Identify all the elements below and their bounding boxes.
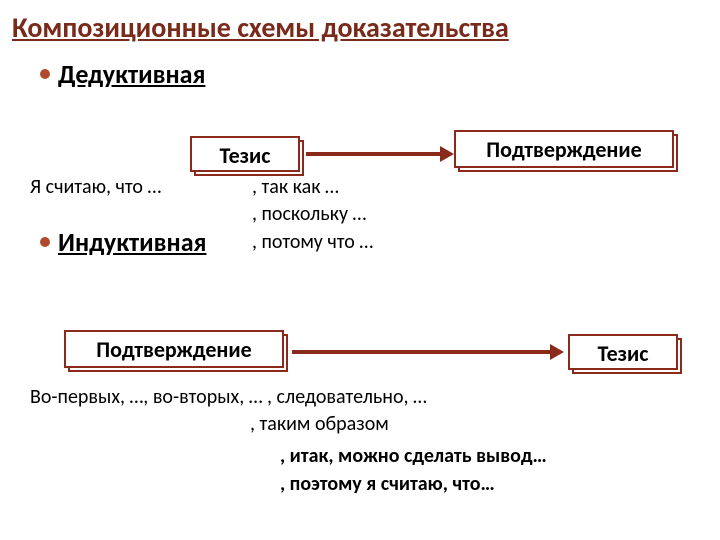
- arrow-2: [292, 350, 552, 354]
- text-t4: , потому что …: [252, 230, 373, 254]
- box-confirm-2: Подтверждение: [64, 330, 284, 368]
- slide-title: Композиционные схемы доказательства: [12, 10, 509, 45]
- text-t3: , поскольку …: [252, 202, 366, 226]
- bullet-icon: [40, 237, 50, 247]
- bullet-label-inductive: Индуктивная: [58, 226, 206, 258]
- arrow-1: [306, 152, 442, 156]
- arrow-1-head: [440, 146, 454, 162]
- arrow-2-head: [550, 344, 564, 360]
- bullet-deductive: Дедуктивная: [40, 58, 205, 90]
- text-t7: , итак, можно сделать вывод…: [280, 444, 547, 468]
- bullet-label-deductive: Дедуктивная: [58, 58, 205, 90]
- box-thesis-1: Тезис: [190, 136, 300, 172]
- bullet-inductive: Индуктивная: [40, 226, 206, 258]
- box-thesis-2: Тезис: [568, 334, 678, 370]
- text-t2: , так как …: [252, 175, 339, 199]
- text-t5: Во-первых, …, во-вторых, … , следователь…: [30, 385, 427, 409]
- text-t8: , поэтому я считаю, что…: [280, 472, 495, 496]
- text-t6: , таким образом: [250, 412, 389, 436]
- bullet-icon: [40, 69, 50, 79]
- box-confirm-1: Подтверждение: [454, 130, 674, 168]
- text-t1: Я считаю, что …: [30, 175, 161, 199]
